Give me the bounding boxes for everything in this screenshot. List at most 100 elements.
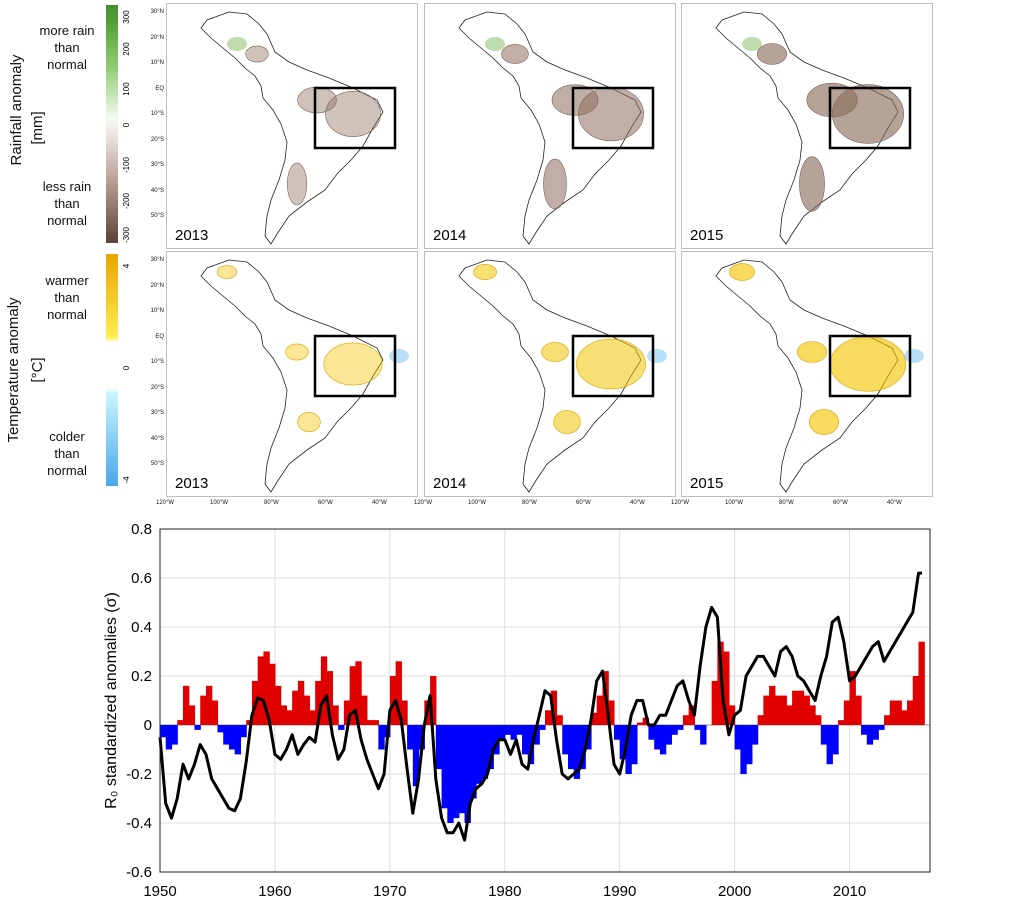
positive-anomaly-bar (200, 695, 207, 725)
temperature-map-2015: 2015 (681, 251, 933, 497)
positive-anomaly-bar (855, 695, 862, 725)
lon-tick-label: 40°W (887, 500, 902, 506)
anomaly-region (543, 158, 567, 210)
negative-anomaly-bar (832, 725, 839, 755)
lat-tick-label: 30°N (150, 9, 164, 15)
rain-tick-label: 300 (122, 10, 131, 24)
negative-anomaly-bar (481, 725, 489, 779)
anomaly-region (297, 411, 321, 433)
positive-anomaly-bar (395, 661, 402, 725)
anomaly-region (553, 410, 581, 434)
rain-legend-wet-line: normal (47, 57, 87, 72)
anomaly-region (323, 342, 383, 386)
temp-tick-label: 4 (122, 263, 131, 268)
anomaly-region (799, 156, 825, 212)
continent-outline (715, 259, 899, 493)
lon-tick-label: 100°W (210, 500, 229, 506)
positive-anomaly-bar (343, 700, 351, 725)
negative-anomaly-bar (694, 725, 701, 730)
anomaly-region-opposite (647, 349, 667, 363)
anomaly-region-opposite (485, 37, 505, 51)
lat-tick-label: 10°N (150, 308, 164, 314)
positive-anomaly-bar (320, 656, 328, 725)
study-region-box (313, 334, 397, 398)
positive-anomaly-bar (550, 690, 558, 725)
lat-tick-label: 10°S (150, 359, 164, 365)
rain-legend-wet-line: than (54, 40, 80, 55)
rain-legend-wet-line: more rain (39, 23, 95, 38)
negative-anomaly-bar (223, 725, 230, 745)
lon-tick-label: 60°W (576, 500, 591, 506)
continent-outline (715, 11, 899, 245)
positive-anomaly-bar (274, 685, 282, 725)
positive-anomaly-bar (912, 676, 920, 725)
lat-tick-label: 30°S (150, 162, 164, 168)
continent-outline (458, 259, 642, 493)
negative-anomaly-bar (539, 725, 546, 730)
temp-colorbar: 4 0 -4 (106, 254, 131, 486)
negative-anomaly-bar (338, 725, 345, 730)
temp-legend-warm: warmer than normal (27, 272, 107, 323)
y-tick-label: 0.6 (131, 570, 152, 587)
negative-anomaly-bar (820, 725, 828, 745)
positive-anomaly-bar (792, 690, 799, 725)
negative-anomaly-bar (407, 725, 414, 750)
study-region-box (571, 86, 655, 150)
x-tick-label: 1980 (488, 883, 521, 900)
temperature-map-2014: 2014 (424, 251, 676, 497)
anomaly-region (216, 265, 238, 279)
negative-anomaly-bar (240, 725, 247, 738)
lat-tick-label: 20°S (150, 136, 164, 143)
study-region-box (313, 86, 397, 150)
lon-tick-label: 80°W (779, 500, 794, 506)
positive-anomaly-bar (809, 705, 816, 725)
negative-anomaly-bar (826, 725, 833, 765)
lat-tick-label: 50°S (150, 461, 164, 467)
positive-anomaly-bar (642, 717, 650, 725)
rain-legend-wet: more rain than normal (27, 22, 107, 73)
map-canvas: 2014 (433, 11, 655, 245)
rain-tick-label: -200 (122, 192, 131, 209)
positive-anomaly-bar (286, 710, 293, 725)
negative-anomaly-bar (613, 725, 621, 740)
rain-tick-label: 200 (122, 42, 131, 56)
positive-anomaly-bar (303, 695, 311, 725)
anomaly-region (285, 343, 309, 361)
rain-unit: [mm] (29, 111, 46, 145)
positive-anomaly-bar (182, 685, 190, 725)
positive-anomaly-bar (728, 705, 736, 725)
continent-outline (200, 259, 384, 493)
lon-tick-label: 100°W (468, 500, 487, 506)
lat-tick-label: 20°N (150, 282, 164, 289)
anomaly-region-opposite (904, 349, 924, 363)
anomaly-region (541, 342, 569, 362)
positive-anomaly-bar (843, 700, 851, 725)
positive-anomaly-bar (188, 705, 196, 725)
positive-anomaly-bar (757, 715, 764, 725)
anomaly-region-opposite (389, 349, 409, 363)
lat-tick-label: 40°S (150, 435, 164, 442)
continent-outline (200, 11, 384, 245)
temperature-map-2013: 2013 30°N 20°N 10°N EQ 10°S 20°S 30°S 40°S 50°S (136, 251, 418, 497)
x-tick-label: 1950 (143, 883, 176, 900)
negative-anomaly-bar (562, 725, 569, 755)
negative-anomaly-bar (619, 725, 627, 760)
anomaly-region (806, 82, 858, 118)
positive-anomaly-bar (815, 715, 822, 725)
negative-anomaly-bar (234, 725, 242, 755)
negative-anomaly-bar (625, 725, 632, 774)
positive-anomaly-bar (177, 720, 184, 725)
panel-year-label: 2013 (175, 227, 208, 244)
positive-anomaly-bar (769, 685, 776, 725)
positive-anomaly-bar (326, 671, 333, 725)
lon-tick-label: 120°W (414, 500, 433, 506)
study-region-box (571, 334, 655, 398)
lat-tick-label: 10°S (150, 111, 164, 117)
rainfall-map-2013: 2013 30°N 20°N 10°N EQ 10°S 20°S 30°S 40°S 50°S (136, 3, 418, 249)
rain-tick-label: 0 (122, 122, 131, 127)
positive-anomaly-bar (803, 695, 810, 725)
positive-anomaly-bar (349, 666, 356, 725)
negative-anomaly-bar (504, 725, 512, 735)
negative-anomaly-bar (700, 725, 707, 745)
